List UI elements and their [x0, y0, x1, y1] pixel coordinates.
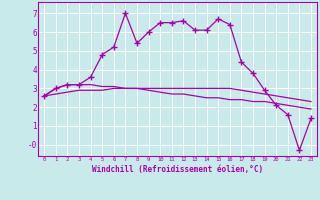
X-axis label: Windchill (Refroidissement éolien,°C): Windchill (Refroidissement éolien,°C)	[92, 165, 263, 174]
